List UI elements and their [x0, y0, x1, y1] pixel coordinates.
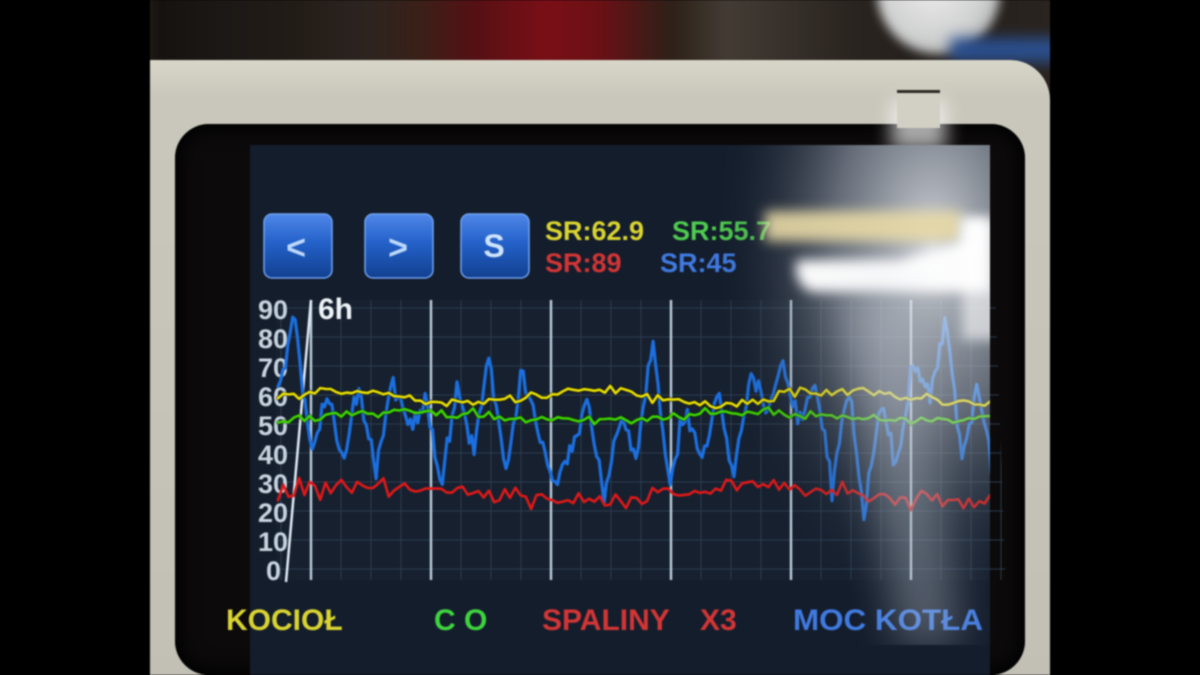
svg-text:>: >: [388, 229, 408, 267]
svg-text:10: 10: [258, 527, 288, 557]
svg-text:SR:62.9: SR:62.9: [545, 216, 644, 246]
svg-text:80: 80: [258, 324, 288, 354]
svg-text:6h: 6h: [318, 293, 353, 326]
svg-text:0: 0: [266, 556, 281, 586]
svg-text:40: 40: [258, 440, 288, 470]
svg-text:SPALINY: SPALINY: [542, 604, 670, 637]
svg-text:90: 90: [258, 295, 288, 325]
svg-text:50: 50: [258, 411, 288, 441]
svg-text:20: 20: [258, 498, 288, 528]
svg-text:S: S: [483, 228, 504, 264]
svg-text:KOCIOŁ: KOCIOŁ: [226, 604, 343, 637]
svg-text:C O: C O: [434, 604, 487, 637]
svg-text:SR:89: SR:89: [545, 248, 622, 278]
svg-text:<: <: [286, 229, 306, 267]
svg-text:60: 60: [258, 382, 288, 412]
